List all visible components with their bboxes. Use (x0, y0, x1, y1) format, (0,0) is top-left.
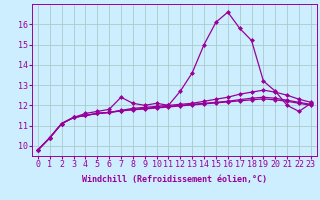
X-axis label: Windchill (Refroidissement éolien,°C): Windchill (Refroidissement éolien,°C) (82, 175, 267, 184)
